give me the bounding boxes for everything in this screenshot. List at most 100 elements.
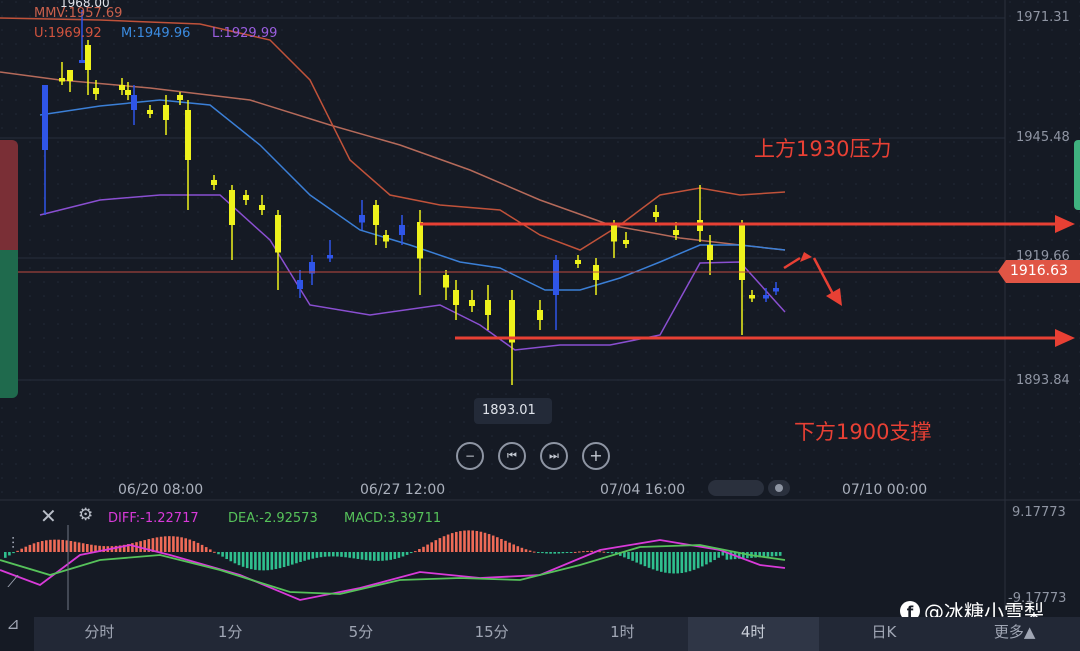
macd-bar bbox=[213, 551, 216, 553]
macd-bar bbox=[553, 552, 556, 554]
macd-bar bbox=[348, 552, 351, 558]
tab-1h[interactable]: 1时 bbox=[610, 623, 635, 641]
settings-icon[interactable]: ⚙ bbox=[78, 505, 94, 525]
macd-bar bbox=[336, 552, 339, 557]
macd-bar bbox=[303, 552, 306, 561]
candle-body bbox=[749, 295, 755, 299]
macd-bar bbox=[569, 552, 573, 553]
diff-line bbox=[0, 539, 786, 601]
upper-band-legend: U:1969.92 bbox=[34, 26, 102, 41]
candle-body bbox=[131, 95, 137, 110]
macd-bar bbox=[131, 543, 134, 552]
macd-bar bbox=[344, 552, 347, 558]
macd-bar bbox=[676, 552, 679, 574]
macd-bar bbox=[602, 551, 606, 553]
tab-15m[interactable]: 15分 bbox=[474, 623, 509, 641]
annotation-overlay bbox=[0, 215, 1075, 347]
macd-bar bbox=[241, 552, 245, 567]
macd-bar bbox=[578, 551, 581, 553]
macd-bar bbox=[573, 551, 577, 553]
tab-more[interactable]: 更多▲ bbox=[993, 623, 1036, 641]
zoom-in-button[interactable]: + bbox=[582, 442, 610, 470]
timeframe-tabs: 分时 1分 5分 15分 1时 4时 日K 更多▲ bbox=[34, 617, 1080, 651]
macd-bar bbox=[557, 552, 561, 554]
price-axis-label: 1971.31 bbox=[1016, 10, 1070, 25]
macd-bar bbox=[397, 552, 401, 558]
left-side-widget[interactable] bbox=[0, 140, 18, 398]
measure-tool-icon[interactable]: ⊿ bbox=[6, 614, 20, 633]
macd-legend: MACD:3.39711 bbox=[344, 511, 442, 526]
tab-timeshare[interactable]: 分时 bbox=[84, 623, 115, 641]
right-side-widget[interactable] bbox=[1074, 140, 1080, 210]
candle-body bbox=[485, 300, 491, 315]
macd-bar bbox=[664, 552, 667, 573]
scroll-indicator[interactable] bbox=[708, 480, 764, 496]
candlestick-tool-icon[interactable]: ⫶ bbox=[10, 534, 15, 553]
macd-bar bbox=[442, 536, 446, 552]
macd-bar bbox=[651, 552, 655, 570]
scroll-end-button[interactable]: ⏭ bbox=[540, 442, 568, 470]
tab-5m[interactable]: 5分 bbox=[348, 623, 374, 641]
macd-bar bbox=[176, 536, 179, 552]
macd-bar bbox=[590, 550, 593, 552]
scroll-end-dot[interactable] bbox=[768, 480, 790, 496]
resistance-arrow-head bbox=[1055, 215, 1075, 233]
macd-bar bbox=[221, 552, 224, 557]
macd-bar bbox=[450, 533, 454, 552]
candle-body bbox=[359, 215, 365, 223]
candle-body bbox=[229, 190, 235, 225]
close-icon[interactable]: ✕ bbox=[40, 504, 57, 528]
macd-bar bbox=[516, 546, 520, 552]
macd-bar bbox=[471, 530, 474, 552]
forecast-down-head bbox=[826, 288, 842, 306]
macd-bar bbox=[127, 544, 130, 552]
macd-bar bbox=[528, 550, 532, 552]
macd-bar bbox=[438, 538, 442, 552]
macd-bar bbox=[8, 552, 11, 556]
macd-bar bbox=[762, 552, 766, 557]
macd-bar bbox=[229, 552, 233, 562]
candle-body bbox=[177, 95, 183, 100]
candle-body bbox=[707, 245, 713, 260]
trendline-tool-icon[interactable]: ⟋ bbox=[7, 572, 19, 591]
macd-bar bbox=[311, 552, 315, 559]
macd-bar bbox=[69, 540, 73, 552]
macd-bar bbox=[696, 552, 700, 569]
macd-bar bbox=[692, 552, 696, 570]
candle-body bbox=[383, 235, 389, 242]
macd-bar bbox=[299, 552, 302, 562]
candle-body bbox=[59, 78, 65, 82]
candle-body bbox=[417, 222, 423, 259]
macd-bar bbox=[295, 552, 298, 564]
tab-daily[interactable]: 日K bbox=[871, 623, 897, 641]
macd-bar bbox=[668, 552, 671, 574]
macd-bar bbox=[352, 552, 356, 559]
macd-bar bbox=[209, 549, 212, 552]
macd-bar bbox=[196, 542, 200, 552]
macd-bar bbox=[508, 542, 511, 552]
macd-bar bbox=[701, 552, 704, 567]
macd-bar bbox=[483, 532, 487, 552]
tab-4h[interactable]: 4时 bbox=[687, 617, 819, 651]
macd-bar bbox=[647, 552, 651, 568]
macd-bar bbox=[725, 552, 729, 560]
macd-bar bbox=[274, 552, 278, 570]
macd-bar bbox=[635, 552, 638, 563]
tab-1m[interactable]: 1分 bbox=[217, 623, 243, 641]
lower-band-legend: L:1929.99 bbox=[212, 26, 278, 41]
mmv-legend: MMV:1957.69 bbox=[34, 6, 123, 21]
scroll-start-button[interactable]: ⏮ bbox=[498, 442, 526, 470]
zoom-out-button[interactable]: − bbox=[456, 442, 484, 470]
macd-bar bbox=[360, 552, 364, 560]
macd-bar bbox=[496, 537, 499, 552]
macd-bar bbox=[327, 552, 331, 557]
macd-bar bbox=[475, 530, 479, 552]
dea-line bbox=[0, 544, 786, 595]
candle-body bbox=[653, 212, 659, 217]
macd-bar bbox=[188, 539, 192, 552]
macd-bar bbox=[655, 552, 659, 571]
macd-bar bbox=[163, 536, 167, 552]
candle-body bbox=[537, 310, 543, 320]
price-axis-label: 1893.84 bbox=[1016, 373, 1070, 388]
